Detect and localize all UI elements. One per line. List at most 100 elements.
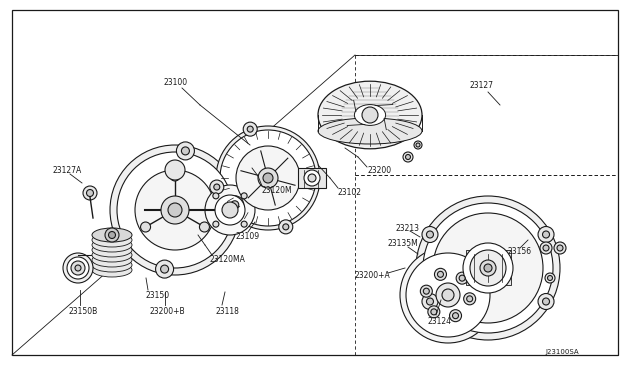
Circle shape: [263, 173, 273, 183]
Ellipse shape: [92, 263, 132, 277]
Circle shape: [543, 245, 549, 251]
Circle shape: [205, 185, 255, 235]
Circle shape: [117, 152, 233, 268]
Circle shape: [426, 231, 433, 238]
Circle shape: [110, 145, 240, 275]
Text: 23109: 23109: [235, 231, 259, 241]
Circle shape: [161, 196, 189, 224]
Text: 23124: 23124: [428, 317, 452, 327]
Circle shape: [214, 184, 220, 190]
Ellipse shape: [92, 228, 132, 242]
Circle shape: [216, 126, 320, 230]
Text: 23213: 23213: [396, 224, 420, 232]
Circle shape: [431, 309, 437, 315]
Circle shape: [426, 298, 433, 305]
Circle shape: [557, 245, 563, 251]
Text: 23118: 23118: [215, 308, 239, 317]
Circle shape: [436, 283, 460, 307]
Circle shape: [449, 310, 461, 322]
Circle shape: [210, 180, 224, 194]
Circle shape: [109, 231, 115, 238]
Circle shape: [416, 196, 560, 340]
Circle shape: [416, 143, 420, 147]
Circle shape: [470, 250, 506, 286]
Text: 23127: 23127: [470, 80, 494, 90]
Circle shape: [423, 288, 429, 294]
Circle shape: [213, 193, 219, 199]
Circle shape: [484, 264, 492, 272]
Circle shape: [543, 231, 550, 238]
Circle shape: [545, 273, 555, 283]
Circle shape: [538, 294, 554, 310]
Circle shape: [236, 146, 300, 210]
Circle shape: [279, 220, 292, 234]
Circle shape: [231, 201, 239, 209]
Text: 23120MA: 23120MA: [210, 256, 246, 264]
Circle shape: [141, 222, 150, 232]
Circle shape: [215, 195, 245, 225]
Circle shape: [283, 224, 289, 230]
Circle shape: [422, 294, 438, 310]
Circle shape: [177, 142, 195, 160]
Circle shape: [308, 174, 316, 182]
Circle shape: [71, 261, 85, 275]
Ellipse shape: [355, 105, 385, 125]
Text: 23120M: 23120M: [262, 186, 292, 195]
Circle shape: [547, 276, 552, 280]
Bar: [466, 250, 511, 285]
Text: J23100SA: J23100SA: [545, 349, 579, 355]
Circle shape: [226, 196, 244, 214]
Circle shape: [442, 289, 454, 301]
Circle shape: [135, 170, 215, 250]
Circle shape: [540, 242, 552, 254]
Circle shape: [105, 228, 119, 242]
Circle shape: [403, 152, 413, 162]
Circle shape: [170, 171, 180, 181]
Text: 23156: 23156: [508, 247, 532, 257]
Ellipse shape: [318, 81, 422, 149]
Circle shape: [243, 122, 257, 136]
Ellipse shape: [92, 233, 132, 247]
Circle shape: [543, 298, 550, 305]
Circle shape: [161, 265, 168, 273]
Ellipse shape: [92, 238, 132, 252]
Circle shape: [220, 130, 316, 226]
Text: 23150: 23150: [145, 291, 169, 299]
Text: 23200+B: 23200+B: [150, 308, 186, 317]
Circle shape: [463, 243, 513, 293]
Ellipse shape: [92, 243, 132, 257]
Text: 23135M: 23135M: [388, 238, 419, 247]
Circle shape: [467, 296, 473, 302]
Circle shape: [63, 253, 93, 283]
Circle shape: [459, 275, 465, 281]
Circle shape: [538, 227, 554, 243]
Circle shape: [463, 293, 476, 305]
Circle shape: [168, 203, 182, 217]
Circle shape: [406, 154, 410, 160]
Circle shape: [456, 272, 468, 284]
Text: 23100: 23100: [163, 77, 187, 87]
Text: 23127A: 23127A: [52, 166, 81, 174]
Ellipse shape: [92, 248, 132, 262]
Circle shape: [414, 141, 422, 149]
Circle shape: [400, 247, 496, 343]
Ellipse shape: [92, 253, 132, 267]
Circle shape: [422, 227, 438, 243]
Ellipse shape: [92, 258, 132, 272]
Circle shape: [156, 260, 173, 278]
Circle shape: [181, 147, 189, 155]
Circle shape: [433, 213, 543, 323]
Circle shape: [362, 107, 378, 123]
Circle shape: [67, 257, 89, 279]
Circle shape: [428, 306, 440, 318]
Circle shape: [83, 186, 97, 200]
Circle shape: [165, 160, 185, 180]
Circle shape: [86, 189, 93, 196]
Circle shape: [222, 202, 238, 218]
Circle shape: [200, 222, 209, 232]
Circle shape: [452, 313, 458, 319]
Circle shape: [554, 242, 566, 254]
Bar: [298, 168, 326, 188]
Circle shape: [480, 260, 496, 276]
Text: 23102: 23102: [338, 187, 362, 196]
